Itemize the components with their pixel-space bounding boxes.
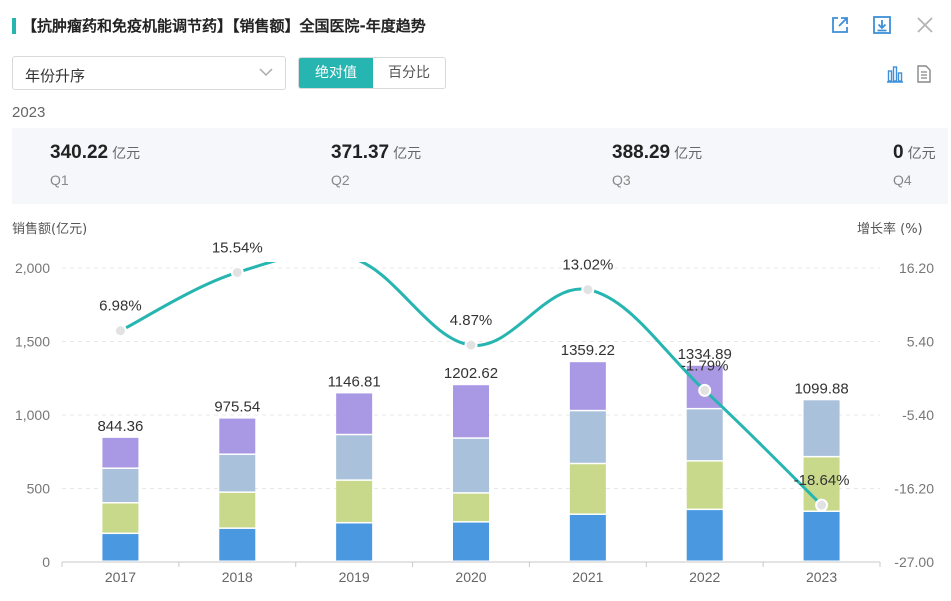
bar-total-label: 844.36 xyxy=(97,418,143,435)
quarter-value: 388.29 xyxy=(612,142,671,163)
bar-segment-q1 xyxy=(803,511,840,561)
bar-total-label: 1202.62 xyxy=(444,365,498,382)
external-link-icon[interactable] xyxy=(829,14,851,36)
mode-toggle: 绝对值 百分比 xyxy=(298,57,446,89)
quarter-name: Q1 xyxy=(50,172,69,188)
bar-segment-q1 xyxy=(453,522,489,561)
bar-segment-q4 xyxy=(569,362,606,410)
bar-segment-q1 xyxy=(686,510,723,561)
y-tick-label-right: -5.40 xyxy=(902,407,934,423)
bar-segment-q1 xyxy=(336,523,373,561)
quarter-value: 371.37 xyxy=(331,142,390,163)
growth-point xyxy=(581,283,595,297)
y-tick-label-left: 500 xyxy=(27,481,51,497)
growth-label: -1.79% xyxy=(681,357,729,374)
bar-segment-q3 xyxy=(453,438,489,493)
bar-segment-q1 xyxy=(569,514,606,561)
close-icon[interactable] xyxy=(914,14,936,36)
y-tick-label-left: 2,000 xyxy=(15,260,50,276)
bar-segment-q4 xyxy=(336,393,373,434)
bar-segment-q3 xyxy=(569,411,606,463)
x-tick-label: 2020 xyxy=(455,569,486,585)
bar-segment-q2 xyxy=(569,464,606,514)
sort-select-value: 年份升序 xyxy=(25,67,86,85)
bar-total-label: 1146.81 xyxy=(328,373,381,390)
y-tick-label-right: 16.20 xyxy=(899,260,934,276)
x-tick-label: 2019 xyxy=(339,569,370,585)
y-tick-label-right: 5.40 xyxy=(907,334,934,350)
bar-segment-q3 xyxy=(686,409,723,461)
quarter-name: Q3 xyxy=(612,172,631,188)
growth-point xyxy=(230,265,244,279)
x-tick-label: 2022 xyxy=(689,569,720,585)
growth-label: 4.87% xyxy=(450,312,493,329)
bar-segment-q2 xyxy=(686,461,723,509)
growth-point xyxy=(815,498,829,512)
bar-segment-q2 xyxy=(336,480,373,522)
quarter-unit: 亿元 xyxy=(112,146,141,162)
bar-chart-icon[interactable] xyxy=(885,64,905,84)
y-tick-label-left: 0 xyxy=(42,554,50,570)
page-title: 【抗肿瘤药和免疫机能调节药】【销售额】全国医院-年度趋势 xyxy=(22,17,426,35)
quarter-value: 340.22 xyxy=(50,142,109,163)
bar-total-label: 1334.89 xyxy=(678,346,732,363)
bar-segment-q3 xyxy=(803,400,840,456)
quarter-summary: 340.22 亿元 Q1 371.37 亿元 Q2 388.29 亿元 Q3 0 亿元 … xyxy=(12,128,948,204)
quarter-name: Q2 xyxy=(331,172,350,188)
header: 【抗肿瘤药和免疫机能调节药】【销售额】全国医院-年度趋势 xyxy=(0,0,951,52)
y-tick-label-right: -27.00 xyxy=(894,554,934,570)
y-tick-label-left: 1,500 xyxy=(15,334,50,350)
controls-bar: 年份升序 绝对值 百分比 xyxy=(0,52,951,94)
growth-label: 15.54% xyxy=(212,239,263,256)
sort-select[interactable]: 年份升序 xyxy=(12,56,286,90)
bar-segment-q4 xyxy=(453,385,489,438)
bar-segment-q3 xyxy=(102,468,139,502)
bar-segment-q3 xyxy=(219,454,256,492)
growth-point xyxy=(113,324,127,338)
growth-point xyxy=(698,383,712,397)
summary-year: 2023 xyxy=(12,104,46,121)
quarter-stat-q2: 371.37 亿元 Q2 xyxy=(331,142,421,188)
download-icon[interactable] xyxy=(871,14,893,36)
bar-segment-q4 xyxy=(102,437,139,468)
quarter-unit: 亿元 xyxy=(907,146,936,162)
x-tick-label: 2021 xyxy=(572,569,603,585)
title-accent-bar xyxy=(12,18,16,34)
bar-segment-q1 xyxy=(219,528,256,561)
quarter-unit: 亿元 xyxy=(393,146,422,162)
bar-total-label: 1359.22 xyxy=(561,342,615,359)
quarter-unit: 亿元 xyxy=(674,146,703,162)
y-axis-title-left: 销售额(亿元) xyxy=(12,222,88,237)
quarter-stat-q3: 388.29 亿元 Q3 xyxy=(612,142,702,188)
bar-segment-q1 xyxy=(102,534,139,561)
document-icon[interactable] xyxy=(914,64,934,84)
bar-segment-q4 xyxy=(219,418,256,454)
bar-segment-q2 xyxy=(219,492,256,528)
x-tick-label: 2017 xyxy=(105,569,136,585)
y-tick-label-right: -16.20 xyxy=(894,481,934,497)
quarter-stat-q1: 340.22 亿元 Q1 xyxy=(50,142,140,188)
bar-segment-q2 xyxy=(453,493,489,522)
bar-total-label: 975.54 xyxy=(214,399,260,416)
growth-label: 6.98% xyxy=(99,298,142,315)
y-tick-label-left: 1,000 xyxy=(15,407,50,423)
percentage-button[interactable]: 百分比 xyxy=(373,58,445,88)
growth-label: -18.64% xyxy=(794,472,850,489)
quarter-stat-q4: 0 亿元 Q4 xyxy=(893,142,936,188)
bar-segment-q3 xyxy=(336,435,373,480)
y-axis-title-right: 增长率 (%) xyxy=(857,222,923,237)
x-tick-label: 2023 xyxy=(806,569,837,585)
bar-segment-q2 xyxy=(102,503,139,533)
bar-total-label: 1099.88 xyxy=(794,380,848,397)
growth-label: 13.02% xyxy=(562,257,613,274)
growth-point xyxy=(464,338,478,352)
x-tick-label: 2018 xyxy=(222,569,253,585)
quarter-name: Q4 xyxy=(893,172,912,188)
chevron-down-icon xyxy=(259,68,273,77)
quarter-value: 0 xyxy=(893,142,904,163)
absolute-value-button[interactable]: 绝对值 xyxy=(299,58,373,88)
